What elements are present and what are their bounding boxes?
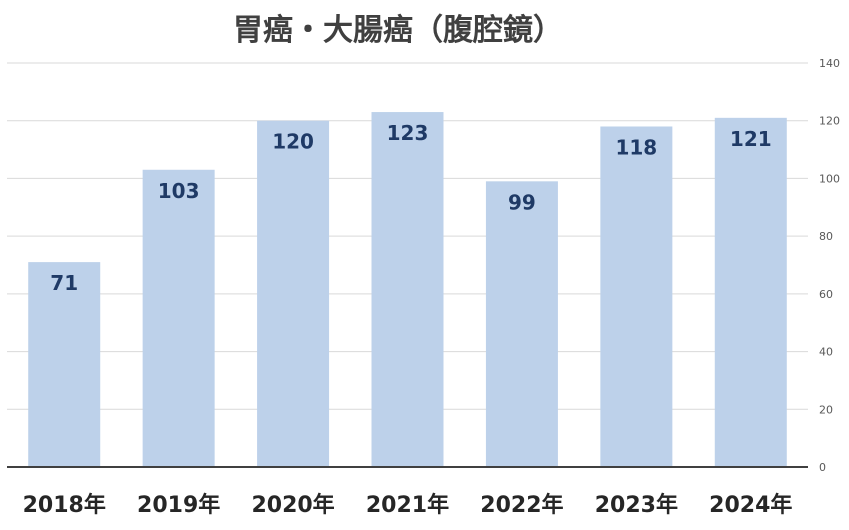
x-tick-label: 2022年 — [480, 492, 563, 518]
data-label: 99 — [508, 190, 536, 214]
bars — [28, 112, 787, 468]
y-tick-label: 60 — [819, 288, 833, 301]
x-tick-label: 2023年 — [595, 492, 678, 518]
bar — [142, 169, 215, 467]
y-tick-label: 40 — [819, 346, 833, 359]
bar — [600, 126, 673, 467]
x-axis-ticks: 2018年 2019年 2020年 2021年 2022年 2023年 2024年 — [23, 492, 793, 518]
x-tick-label: 2024年 — [709, 492, 792, 518]
data-label: 123 — [387, 121, 429, 145]
bar — [28, 262, 101, 467]
data-label: 71 — [50, 271, 78, 295]
chart-title: 胃癌・大腸癌（腹腔鏡） — [233, 13, 563, 48]
y-axis-ticks: 0 20 40 60 80 100 120 140 — [819, 57, 840, 474]
data-label: 121 — [730, 127, 772, 151]
y-tick-label: 0 — [819, 461, 826, 474]
bar — [485, 181, 558, 468]
data-label: 118 — [615, 135, 657, 159]
data-labels: 71 103 120 123 99 118 121 — [50, 121, 771, 295]
bar — [714, 117, 787, 467]
y-tick-label: 80 — [819, 230, 833, 243]
bar — [371, 112, 444, 468]
y-tick-label: 120 — [819, 115, 840, 128]
x-tick-label: 2021年 — [366, 492, 449, 518]
data-label: 103 — [158, 179, 200, 203]
data-label: 120 — [272, 130, 314, 154]
x-tick-label: 2019年 — [137, 492, 220, 518]
x-tick-label: 2020年 — [251, 492, 334, 518]
y-tick-label: 100 — [819, 172, 840, 185]
bar — [257, 120, 330, 467]
y-tick-label: 140 — [819, 57, 840, 70]
x-tick-label: 2018年 — [23, 492, 106, 518]
y-tick-label: 20 — [819, 403, 833, 416]
